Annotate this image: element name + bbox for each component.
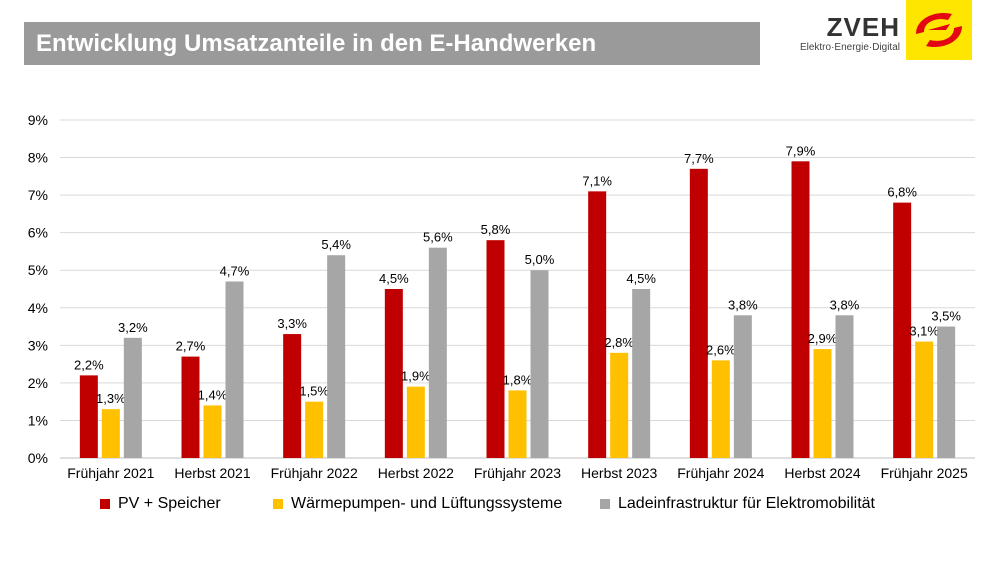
bar xyxy=(428,247,447,458)
page-title: Entwicklung Umsatzanteile in den E-Handw… xyxy=(24,22,760,65)
x-tick-label: Frühjahr 2023 xyxy=(474,465,561,481)
y-tick-label: 4% xyxy=(28,300,48,316)
y-tick-label: 6% xyxy=(28,225,48,241)
legend-swatch xyxy=(273,499,283,509)
bar xyxy=(632,289,651,458)
bar xyxy=(835,315,854,458)
bar xyxy=(101,409,120,458)
bar xyxy=(530,270,549,458)
y-tick-label: 3% xyxy=(28,337,48,353)
data-label: 4,5% xyxy=(379,271,409,286)
data-label: 1,3% xyxy=(96,391,126,406)
data-label: 5,4% xyxy=(321,237,351,252)
bar xyxy=(937,326,956,458)
bar xyxy=(813,349,832,458)
y-tick-label: 9% xyxy=(28,112,48,128)
bar xyxy=(225,281,244,458)
x-tick-label: Herbst 2024 xyxy=(784,465,860,481)
data-label: 4,7% xyxy=(220,263,250,278)
data-label: 3,3% xyxy=(277,316,307,331)
bar xyxy=(610,352,629,458)
bar xyxy=(711,360,730,458)
data-label: 3,8% xyxy=(830,297,860,312)
data-label: 5,6% xyxy=(423,230,453,245)
y-tick-label: 7% xyxy=(28,187,48,203)
bar xyxy=(79,375,98,458)
x-tick-label: Frühjahr 2024 xyxy=(677,465,764,481)
bar xyxy=(181,356,200,458)
bar xyxy=(305,401,324,458)
data-label: 6,8% xyxy=(887,185,917,200)
data-label: 2,2% xyxy=(74,357,104,372)
legend-label: PV + Speicher xyxy=(118,495,221,512)
bar xyxy=(384,289,403,458)
y-tick-label: 0% xyxy=(28,450,48,466)
data-label: 7,1% xyxy=(582,173,612,188)
bar xyxy=(915,341,934,458)
legend-swatch xyxy=(100,499,110,509)
legend-swatch xyxy=(600,499,610,509)
data-label: 5,8% xyxy=(481,222,511,237)
legend-label: Wärmepumpen- und Lüftungssysteme xyxy=(291,495,563,512)
data-label: 1,9% xyxy=(401,369,431,384)
bar xyxy=(689,168,708,459)
data-label: 2,7% xyxy=(176,339,206,354)
x-tick-label: Frühjahr 2021 xyxy=(67,465,154,481)
bar xyxy=(283,334,302,458)
bar xyxy=(123,337,142,458)
data-label: 1,5% xyxy=(299,384,329,399)
logo-subtitle: Elektro·Energie·Digital xyxy=(799,42,900,53)
data-label: 5,0% xyxy=(525,252,555,267)
logo-name: ZVEH xyxy=(826,12,900,42)
x-tick-label: Herbst 2022 xyxy=(378,465,454,481)
data-label: 7,9% xyxy=(786,143,816,158)
x-tick-label: Frühjahr 2022 xyxy=(271,465,358,481)
bar xyxy=(588,191,607,458)
y-tick-label: 8% xyxy=(28,150,48,166)
data-label: 4,5% xyxy=(626,271,656,286)
bar xyxy=(203,405,222,458)
bar xyxy=(327,255,346,458)
x-tick-label: Herbst 2023 xyxy=(581,465,657,481)
data-label: 2,8% xyxy=(604,335,634,350)
data-label: 7,7% xyxy=(684,151,714,166)
logo: ZVEH Elektro·Energie·Digital xyxy=(790,12,900,54)
data-label: 3,5% xyxy=(931,309,961,324)
data-label: 2,9% xyxy=(808,331,838,346)
bar xyxy=(733,315,752,458)
bar xyxy=(791,161,810,459)
y-tick-label: 5% xyxy=(28,262,48,278)
x-tick-label: Frühjahr 2025 xyxy=(881,465,968,481)
data-label: 1,4% xyxy=(198,387,228,402)
y-tick-label: 2% xyxy=(28,375,48,391)
data-label: 2,6% xyxy=(706,342,736,357)
bar xyxy=(406,386,425,458)
legend-label: Ladeinfrastruktur für Elektromobilität xyxy=(618,495,875,512)
bar xyxy=(893,202,912,458)
data-label: 1,8% xyxy=(503,372,533,387)
data-label: 3,2% xyxy=(118,320,148,335)
bar xyxy=(486,240,505,458)
y-tick-label: 1% xyxy=(28,412,48,428)
data-label: 3,1% xyxy=(909,324,939,339)
x-tick-label: Herbst 2021 xyxy=(174,465,250,481)
zveh-logo-icon xyxy=(906,0,972,60)
bar xyxy=(508,390,527,458)
data-label: 3,8% xyxy=(728,297,758,312)
